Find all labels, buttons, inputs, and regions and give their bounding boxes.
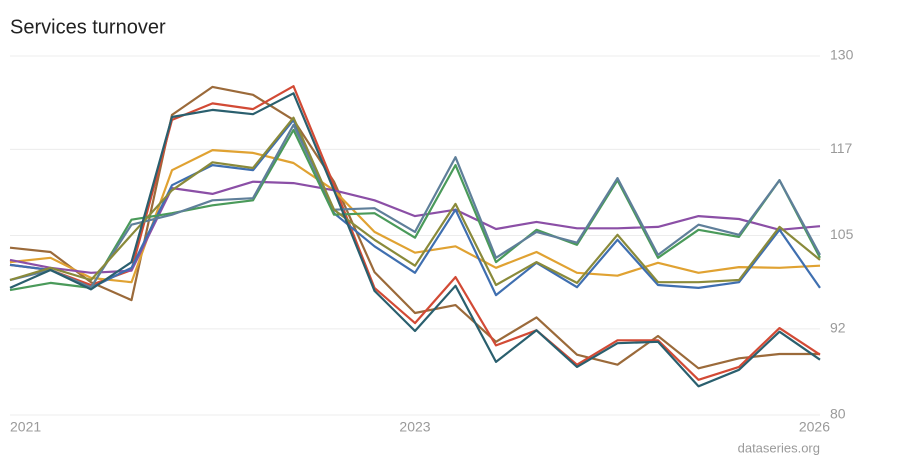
y-tick-label: 80 [830,406,846,422]
chart-title: Services turnover [10,16,166,38]
series-line [9,180,821,274]
y-tick-label: 130 [830,47,854,63]
series-line [9,118,821,297]
y-tick-label: 92 [830,320,846,336]
x-tick-label: 2026 [799,419,830,435]
series-line [9,85,820,370]
x-tick-label: 2023 [399,419,430,435]
series-line [9,92,821,388]
series-line [9,116,821,287]
series-line [9,85,821,381]
source: dataseries.org [738,440,820,455]
x-tick-label: 2021 [10,419,41,435]
y-tick-label: 117 [830,140,853,156]
y-tick-label: 105 [830,226,854,242]
